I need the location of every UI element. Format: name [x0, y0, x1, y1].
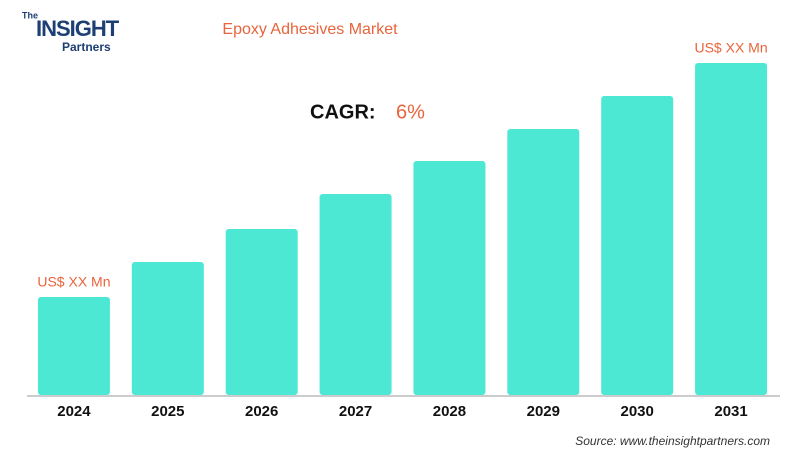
bar	[319, 194, 392, 395]
value-label: US$ XX Mn	[37, 274, 110, 290]
source: Source: www.theinsightpartners.com	[575, 434, 770, 448]
x-tick-label: 2030	[621, 403, 654, 420]
bar	[37, 297, 110, 395]
cagr-value: 6%	[396, 101, 425, 123]
logo-main: INSIGHT	[36, 16, 120, 41]
x-tick-label: 2031	[714, 403, 747, 420]
bar	[507, 129, 580, 395]
cagr-label: CAGR:	[310, 101, 376, 123]
bar	[413, 161, 486, 395]
x-tick-label: 2027	[339, 403, 372, 420]
value-label: US$ XX Mn	[694, 40, 767, 56]
bar	[601, 96, 674, 395]
x-tick-label: 2028	[433, 403, 466, 420]
logo-bottom: Partners	[62, 40, 111, 54]
bar	[695, 63, 768, 395]
bar	[131, 262, 204, 395]
x-tick-label: 2029	[527, 403, 560, 420]
x-tick-label: 2025	[151, 403, 184, 420]
x-tick-label: 2024	[57, 403, 91, 420]
logo-top: The	[22, 10, 38, 20]
x-tick-label: 2026	[245, 403, 278, 420]
bar	[225, 229, 298, 395]
chart-title: Epoxy Adhesives Market	[222, 21, 398, 38]
